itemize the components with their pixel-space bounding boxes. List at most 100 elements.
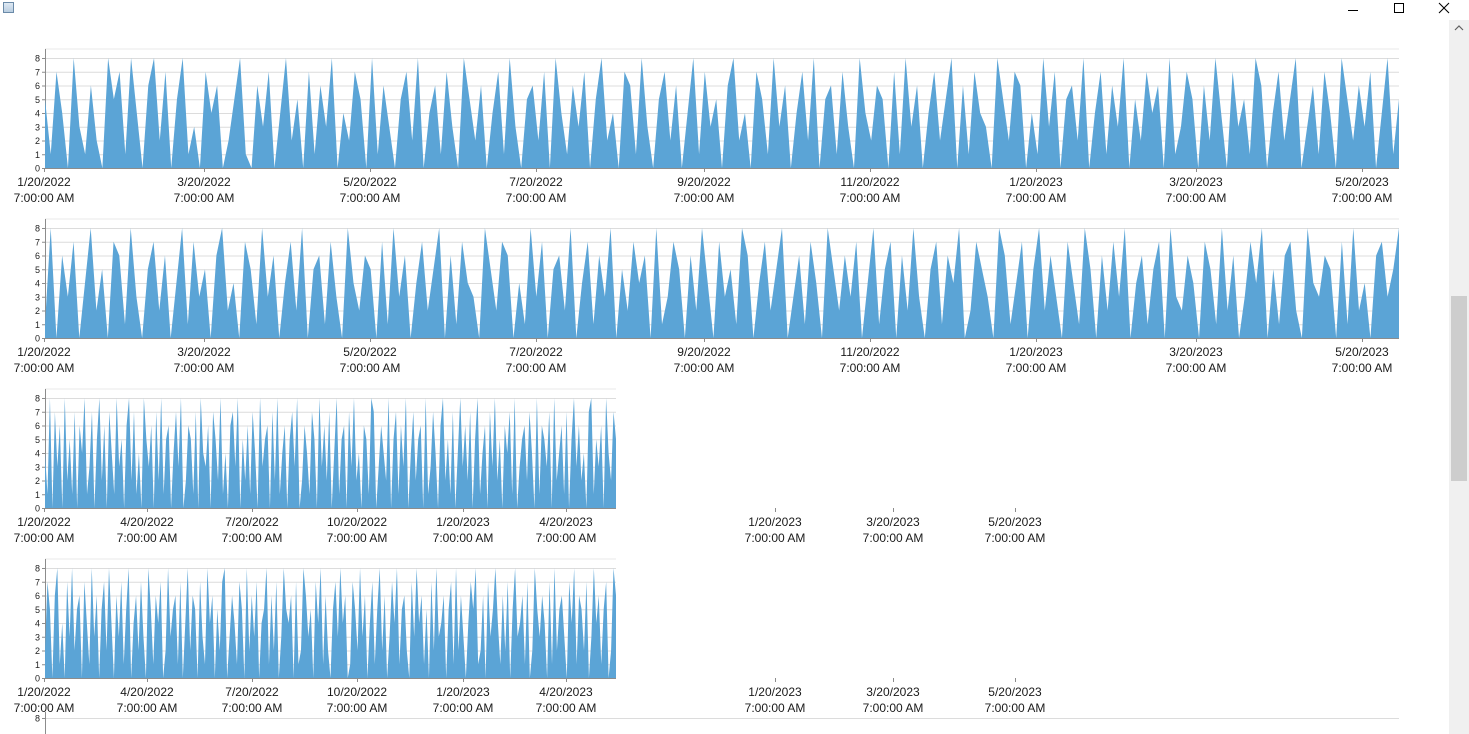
minimize-button[interactable] — [1330, 0, 1376, 20]
series-area — [45, 398, 616, 508]
x-extra-tick-label-date: 1/20/2023 — [748, 515, 802, 529]
x-tick-label-date: 4/20/2023 — [539, 685, 593, 699]
x-extra-tick-label-date: 3/20/2023 — [866, 515, 920, 529]
x-tick-label-time: 7:00:00 AM — [117, 701, 178, 712]
scroll-up-arrow-icon[interactable] — [1449, 20, 1469, 37]
x-tick-label-time: 7:00:00 AM — [506, 191, 567, 202]
y-tick-label: 2 — [35, 136, 40, 146]
x-tick-label-date: 9/20/2022 — [677, 345, 731, 359]
x-extra-tick-label-time: 7:00:00 AM — [985, 531, 1046, 542]
x-tick-label-time: 7:00:00 AM — [174, 361, 235, 372]
y-tick-label: 5 — [35, 605, 40, 615]
x-extra-tick-label-date: 5/20/2023 — [988, 685, 1042, 699]
x-tick-label-date: 4/20/2022 — [120, 515, 174, 529]
x-tick-label-time: 7:00:00 AM — [340, 191, 401, 202]
x-extra-tick-label-time: 7:00:00 AM — [745, 531, 806, 542]
x-tick-label-time: 7:00:00 AM — [536, 701, 597, 712]
y-tick-label: 0 — [35, 164, 40, 174]
x-tick-label-time: 7:00:00 AM — [1006, 191, 1067, 202]
x-extra-tick-label-date: 3/20/2023 — [866, 685, 920, 699]
y-tick-label: 5 — [35, 265, 40, 275]
x-tick-label-time: 7:00:00 AM — [674, 361, 735, 372]
y-tick-label: 1 — [35, 150, 40, 160]
vertical-scrollbar[interactable] — [1449, 20, 1469, 734]
y-tick-label: 7 — [35, 407, 40, 417]
x-tick-label-date: 1/20/2023 — [436, 515, 490, 529]
x-tick-label-time: 7:00:00 AM — [222, 701, 283, 712]
x-tick-label-date: 1/20/2022 — [17, 345, 71, 359]
y-tick-label: 3 — [35, 462, 40, 472]
x-tick-label-date: 5/20/2023 — [1335, 175, 1389, 189]
y-tick-label: 8 — [35, 54, 40, 64]
x-tick-label-time: 7:00:00 AM — [14, 361, 75, 372]
y-tick-label: 4 — [35, 449, 40, 459]
chart-panel-4: 0 1 2 3 4 5 6 7 8 1/20/2022 7:00:00 AM 4/20/2022 7:0… — [14, 558, 1046, 712]
x-tick-label-time: 7:00:00 AM — [340, 361, 401, 372]
y-tick-label: 6 — [35, 81, 40, 91]
x-tick-label-time: 7:00:00 AM — [840, 361, 901, 372]
x-extra-tick-label-time: 7:00:00 AM — [863, 531, 924, 542]
x-extra-tick-label-date: 1/20/2023 — [748, 685, 802, 699]
y-tick-label: 0 — [35, 674, 40, 684]
x-tick-label-time: 7:00:00 AM — [433, 701, 494, 712]
x-tick-label-date: 3/20/2022 — [177, 345, 231, 359]
y-tick-label: 3 — [35, 632, 40, 642]
x-extra-tick-label-time: 7:00:00 AM — [745, 701, 806, 712]
x-tick-label-time: 7:00:00 AM — [327, 531, 388, 542]
x-tick-label-date: 3/20/2023 — [1169, 175, 1223, 189]
x-tick-label-time: 7:00:00 AM — [222, 531, 283, 542]
y-tick-label: 8 — [35, 394, 40, 404]
charts-scroll-area: 0 1 2 3 4 5 6 7 8 1/20/2022 7:00:00 AM 3/20/2022 7:0… — [0, 20, 1449, 734]
maximize-icon — [1394, 3, 1404, 13]
scrollbar-thumb[interactable] — [1451, 296, 1467, 481]
y-tick-label: 1 — [35, 660, 40, 670]
series-area — [45, 228, 1399, 338]
x-extra-tick-label-date: 5/20/2023 — [988, 515, 1042, 529]
y-tick-label: 8 — [35, 564, 40, 574]
x-tick-label-date: 11/20/2022 — [840, 175, 899, 189]
x-tick-label-date: 9/20/2022 — [677, 175, 731, 189]
x-tick-label-date: 3/20/2023 — [1169, 345, 1223, 359]
y-tick-label: 1 — [35, 490, 40, 500]
y-tick-label: 7 — [35, 237, 40, 247]
x-tick-label-date: 1/20/2023 — [1009, 175, 1063, 189]
x-tick-label-date: 5/20/2023 — [1335, 345, 1389, 359]
x-tick-label-time: 7:00:00 AM — [14, 191, 75, 202]
close-button[interactable] — [1422, 0, 1468, 20]
y-tick-label: 0 — [35, 334, 40, 344]
y-tick-label: 2 — [35, 306, 40, 316]
y-tick-label: 7 — [35, 577, 40, 587]
x-tick-label-date: 5/20/2022 — [343, 345, 397, 359]
close-icon — [1438, 2, 1450, 14]
y-tick-label: 5 — [35, 95, 40, 105]
x-tick-label-date: 1/20/2023 — [436, 685, 490, 699]
x-tick-label-time: 7:00:00 AM — [674, 191, 735, 202]
maximize-button[interactable] — [1376, 0, 1422, 20]
app-window-icon — [3, 2, 14, 13]
x-tick-label-date: 4/20/2022 — [120, 685, 174, 699]
x-tick-label-date: 1/20/2022 — [17, 685, 71, 699]
y-tick-label: 8 — [35, 224, 40, 234]
x-tick-label-date: 10/20/2022 — [327, 685, 387, 699]
x-tick-label-time: 7:00:00 AM — [117, 531, 178, 542]
y-tick-label: 3 — [35, 292, 40, 302]
y-tick-label: 4 — [35, 109, 40, 119]
y-tick-label: 8 — [35, 714, 40, 724]
y-tick-label: 6 — [35, 251, 40, 261]
x-extra-tick-label-time: 7:00:00 AM — [985, 701, 1046, 712]
minimize-icon — [1348, 10, 1358, 11]
x-tick-label-date: 10/20/2022 — [327, 515, 387, 529]
x-tick-label-time: 7:00:00 AM — [1332, 191, 1393, 202]
y-tick-label: 2 — [35, 476, 40, 486]
y-tick-label: 6 — [35, 421, 40, 431]
x-tick-label-date: 1/20/2022 — [17, 175, 71, 189]
chart-panel-5: 8 — [35, 712, 1399, 734]
y-tick-label: 0 — [35, 504, 40, 514]
title-bar — [0, 0, 1469, 20]
chart-panel-1: 0 1 2 3 4 5 6 7 8 1/20/2022 7:00:00 AM 3/20/2022 7:0… — [14, 48, 1399, 202]
x-tick-label-time: 7:00:00 AM — [1166, 361, 1227, 372]
x-tick-label-time: 7:00:00 AM — [1166, 191, 1227, 202]
y-tick-label: 2 — [35, 646, 40, 656]
x-tick-label-date: 7/20/2022 — [225, 515, 279, 529]
x-tick-label-time: 7:00:00 AM — [506, 361, 567, 372]
